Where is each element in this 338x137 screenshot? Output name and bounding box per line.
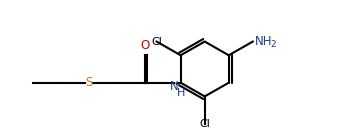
Text: NH: NH — [255, 35, 272, 48]
Text: Cl: Cl — [151, 37, 162, 47]
Text: S: S — [85, 76, 93, 89]
Text: 2: 2 — [270, 39, 276, 48]
Text: O: O — [140, 39, 149, 52]
Text: N: N — [170, 80, 179, 93]
Text: H: H — [176, 88, 185, 98]
Text: Cl: Cl — [199, 119, 210, 129]
